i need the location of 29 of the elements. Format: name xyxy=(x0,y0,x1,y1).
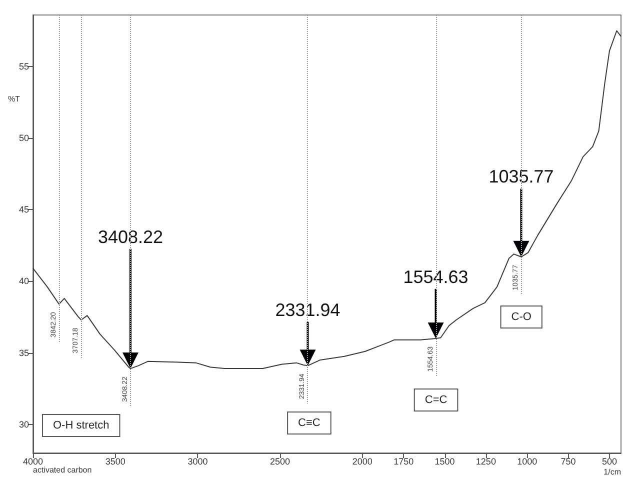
y-tick-label: 30 xyxy=(18,419,29,430)
x-tick-label: 500 xyxy=(602,456,617,466)
y-tick-label: 35 xyxy=(18,348,29,358)
x-tick-label: 3000 xyxy=(188,456,208,466)
annotation: 1554.63 xyxy=(403,266,468,287)
x-tick-label: 2500 xyxy=(270,456,290,466)
x-tick-label: 1500 xyxy=(434,456,455,466)
y-tick-label: 45 xyxy=(18,204,29,215)
x-tick-label: 1750 xyxy=(394,456,414,466)
x-tick-label: 1000 xyxy=(517,456,538,466)
x-tick-label: 750 xyxy=(560,456,576,466)
x-axis-title: 1/cm xyxy=(604,468,622,476)
x-tick-label: 4000 xyxy=(22,456,44,466)
y-axis-title: %T xyxy=(8,94,20,104)
annotation: 2331.94 xyxy=(275,300,340,320)
annotation: C=C xyxy=(424,394,448,406)
annotation: C≡C xyxy=(298,416,320,429)
annotation: C-O xyxy=(511,311,532,324)
x-tick-label: 2000 xyxy=(352,456,372,466)
annotation: O-H stretch xyxy=(53,420,110,432)
annotation: 1035.77 xyxy=(488,166,554,187)
line-series xyxy=(32,30,622,370)
text: activated carbon xyxy=(33,466,92,474)
y-tick-label: 55 xyxy=(18,62,29,72)
y-tick-label: 40 xyxy=(18,276,29,286)
x-tick-label: 3500 xyxy=(105,456,126,466)
y-tick-label: 50 xyxy=(18,133,29,144)
annotation: 3408.22 xyxy=(98,226,164,247)
x-tick-label: 1250 xyxy=(476,456,496,466)
